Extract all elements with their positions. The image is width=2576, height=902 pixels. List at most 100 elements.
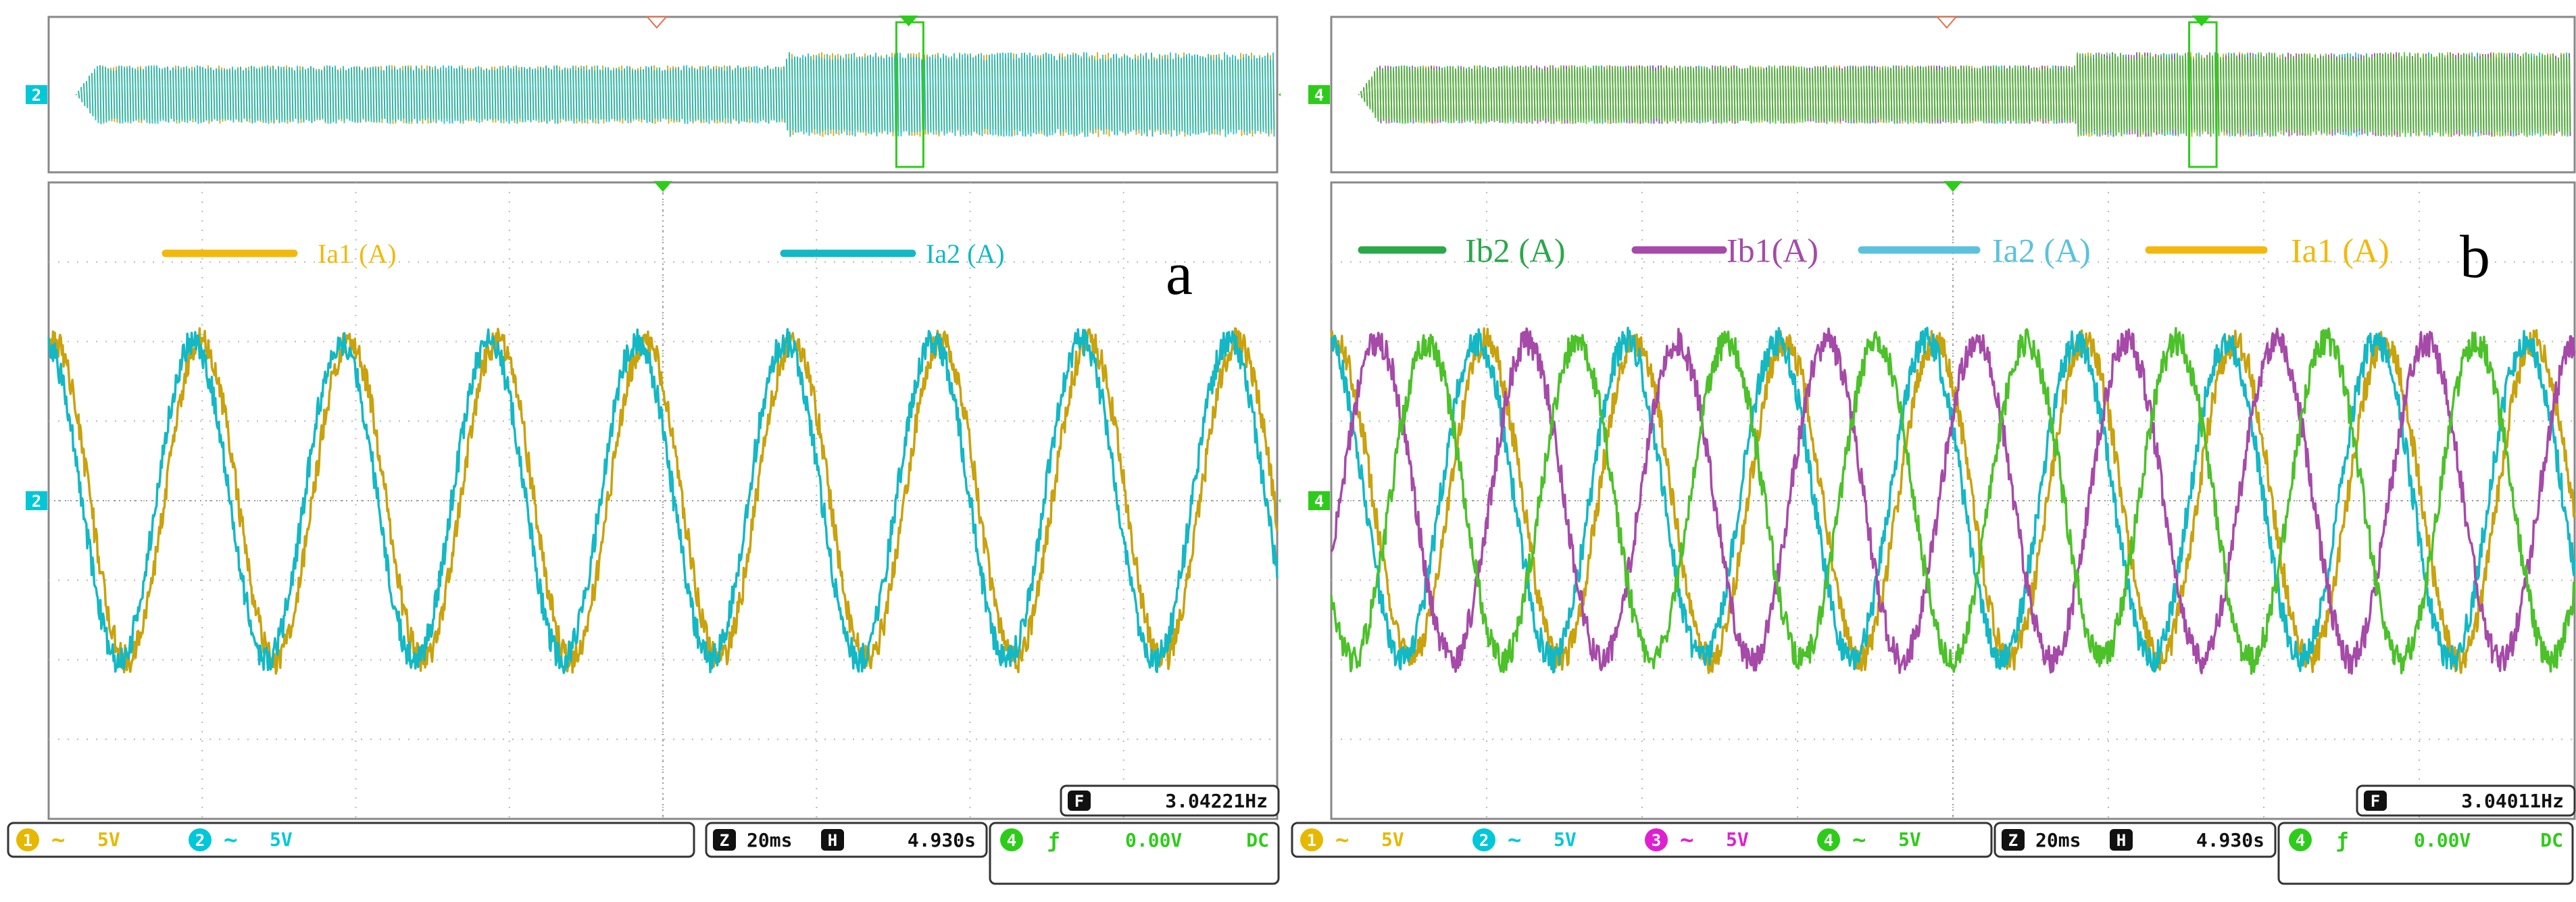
trigger-time-icon	[1943, 181, 1962, 192]
main-channel-marker-icon	[26, 491, 47, 510]
zoom-icon-label: Z	[720, 831, 729, 850]
trigger-slope-icon: ƒ	[2336, 829, 2348, 853]
channel-scale: 5V	[270, 828, 293, 851]
trace-ia2a	[47, 328, 1279, 674]
panel-letter: a	[1166, 241, 1193, 307]
horizontal-position-icon	[2110, 829, 2133, 851]
trigger-position-icon	[645, 16, 668, 29]
trigger-time-icon	[653, 181, 672, 192]
trace-ia1a	[47, 327, 1279, 675]
legend-label: Ib2 (A)	[1465, 232, 1566, 270]
channel-scale: 5V	[1898, 828, 1921, 851]
main-right-marker-icon	[1279, 499, 1281, 503]
overview-channel-marker-label: 2	[32, 86, 41, 105]
channel-number-icon	[1817, 828, 1840, 851]
ac-coupling-icon: ~	[1335, 826, 1349, 853]
legend-label: Ia1 (A)	[2291, 232, 2389, 270]
channel-number-icon	[1472, 828, 1495, 851]
trace-ia1a	[1330, 327, 2576, 674]
overview-waveform	[76, 52, 1275, 137]
channel-scale: 5V	[1381, 828, 1404, 851]
overview-channel-marker-icon	[1308, 85, 1330, 104]
frequency-f-label: F	[2371, 792, 2380, 811]
main-channel-marker-icon	[1308, 491, 1330, 510]
trigger-coupling: DC	[1246, 829, 1269, 851]
horizontal-icon-label: H	[828, 831, 837, 850]
trigger-coupling: DC	[2540, 829, 2563, 851]
zoom-icon	[2002, 829, 2025, 851]
channel-number: 1	[23, 831, 32, 850]
trigger-slope-icon: ƒ	[1047, 829, 1060, 853]
channel-number: 2	[1479, 831, 1489, 850]
ac-coupling-icon: ~	[1680, 826, 1693, 853]
channel-number-icon	[16, 828, 39, 851]
overview-trace-3	[1358, 52, 2571, 137]
trace-ib2a	[1330, 327, 2576, 675]
oscilloscope-panel-a: 2 2 Ia1 (A) Ia2 (A) a F 3.04221Hz 1 ~5V 2 ~5V Z 20ms…	[0, 0, 1281, 902]
channel-scale: 5V	[1554, 828, 1577, 851]
trigger-level: 0.00V	[1125, 829, 1182, 851]
horizontal-position: 4.930s	[2196, 829, 2264, 851]
channel-settings-box	[7, 822, 695, 858]
ac-coupling-icon: ~	[1852, 826, 1866, 853]
ac-coupling-icon: ~	[1508, 826, 1521, 853]
trace-ib1a	[1330, 327, 2576, 675]
oscilloscope-screen-b: 4 4 Ib2 (A) Ib1(A) Ia2 (A) Ia1 (A) b F 3.04011Hz…	[1291, 16, 2576, 885]
zoom-center-icon	[2192, 16, 2211, 26]
frequency-readout	[1060, 784, 1280, 817]
panel-letter: b	[2460, 224, 2490, 291]
channel-settings-box	[1291, 822, 1993, 858]
trigger-source-icon	[2289, 828, 2312, 851]
trigger-level: 0.00V	[2414, 829, 2471, 851]
channel-number-icon	[1300, 828, 1323, 851]
waveforms	[47, 327, 1279, 675]
waveforms	[1330, 326, 2576, 675]
graticule	[1331, 182, 2575, 819]
horizontal-position-icon	[821, 829, 844, 851]
frequency-value: 3.04221Hz	[1165, 790, 1268, 812]
trace-ia2a	[1331, 326, 2576, 674]
main-channel-marker-label: 4	[1314, 492, 1324, 511]
legend-label: Ia2 (A)	[926, 239, 1005, 269]
channel-scale: 5V	[1726, 828, 1749, 851]
channel-number-icon	[1645, 828, 1668, 851]
oscilloscope-panel-b: 4 4 Ib2 (A) Ib1(A) Ia2 (A) Ia1 (A) b F 3.04011Hz…	[1284, 0, 2576, 902]
trigger-source-icon	[1000, 828, 1023, 851]
oscilloscope-screen-a: 2 2 Ia1 (A) Ia2 (A) a F 3.04221Hz 1 ~5V 2 ~5V Z 20ms…	[7, 16, 1281, 885]
overview-channel-marker-label: 4	[1314, 86, 1324, 105]
ac-coupling-icon: ~	[51, 826, 65, 853]
trigger-settings-box	[2277, 822, 2574, 885]
horizontal-icon-label: H	[2116, 831, 2126, 850]
graticule	[49, 182, 1277, 819]
zoom-icon-label: Z	[2008, 831, 2018, 850]
timebase-box	[1993, 822, 2277, 858]
zoom-timebase: 20ms	[2035, 829, 2081, 851]
timebase-box	[705, 822, 988, 858]
channel-number: 4	[1824, 831, 1833, 850]
legend: Ib2 (A) Ib1(A) Ia2 (A) Ia1 (A)	[1358, 232, 2389, 270]
overview-right-marker-icon	[1279, 93, 1281, 97]
trigger-source: 4	[2296, 831, 2305, 850]
ac-coupling-icon: ~	[224, 826, 237, 853]
frequency-f-icon	[1068, 791, 1091, 811]
main-channel-marker-label: 2	[32, 492, 41, 511]
zoom-icon	[713, 829, 736, 851]
overview-trace-1	[76, 52, 1275, 137]
channel-scale: 5V	[97, 828, 120, 851]
legend-label: Ia2 (A)	[1992, 232, 2091, 270]
frequency-f-label: F	[1074, 792, 1084, 811]
channel-number: 3	[1652, 831, 1661, 850]
horizontal-position: 4.930s	[908, 829, 976, 851]
overview-channel-marker-icon	[26, 85, 47, 104]
trigger-settings-box	[989, 822, 1280, 885]
trigger-source: 4	[1007, 831, 1016, 850]
frequency-value: 3.04011Hz	[2461, 790, 2564, 812]
trigger-position-icon	[1935, 16, 1958, 29]
frequency-readout	[2356, 784, 2576, 817]
zoom-timebase: 20ms	[747, 829, 792, 851]
overview-waveform	[1358, 52, 2571, 137]
zoom-center-icon	[899, 16, 918, 26]
channel-number: 2	[195, 831, 205, 850]
channel-number: 1	[1307, 831, 1316, 850]
frequency-f-icon	[2364, 791, 2387, 811]
